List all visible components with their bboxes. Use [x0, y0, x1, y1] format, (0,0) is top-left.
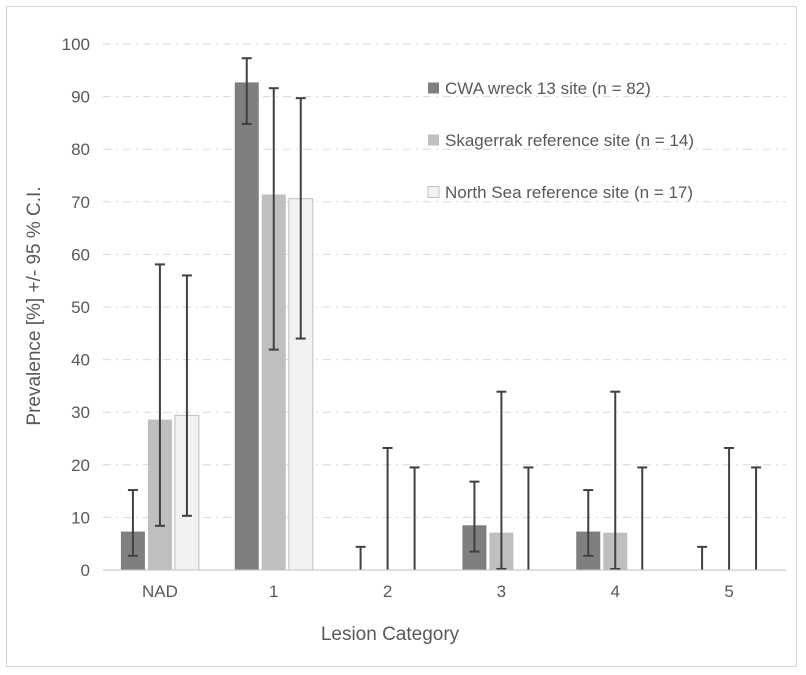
x-axis-tick-labels: NAD 1 2 3 4 5	[142, 582, 734, 601]
legend-swatch-2	[427, 186, 440, 198]
y-tick-label: 90	[71, 88, 90, 107]
y-tick-label: 100	[62, 35, 90, 54]
legend: CWA wreck 13 site (n = 82) Skagerrak refe…	[427, 79, 694, 202]
chart-frame	[6, 6, 797, 667]
y-tick-label: 0	[81, 561, 90, 580]
x-axis-title: Lesion Category	[321, 624, 460, 645]
legend-swatch-1	[428, 134, 439, 146]
gridlines	[103, 43, 786, 518]
legend-label-1: Skagerrak reference site (n = 14)	[445, 131, 694, 150]
x-tick-label: 2	[383, 582, 392, 601]
y-tick-label: 50	[71, 298, 90, 317]
x-tick-label: 4	[611, 582, 620, 601]
bar-1-s0	[234, 82, 259, 570]
legend-label-0: CWA wreck 13 site (n = 82)	[445, 79, 651, 98]
x-tick-label: 5	[724, 582, 733, 601]
y-tick-label: 60	[71, 245, 90, 264]
y-axis-title: Prevalence [%] +/- 95 % C.I.	[24, 186, 45, 425]
legend-swatch-0	[428, 82, 439, 94]
y-tick-label: 80	[71, 140, 90, 159]
legend-label-2: North Sea reference site (n = 17)	[445, 183, 693, 202]
y-tick-label: 20	[71, 456, 90, 475]
y-tick-label: 10	[71, 508, 90, 527]
y-tick-label: 70	[71, 193, 90, 212]
error-bars	[127, 57, 762, 570]
y-axis-tick-labels: 0 10 20 30 40 50 60 70 80 90 100	[62, 35, 90, 580]
bars	[120, 82, 628, 571]
y-tick-label: 40	[71, 351, 90, 370]
x-tick-label: 1	[269, 582, 278, 601]
y-tick-label: 30	[71, 403, 90, 422]
x-tick-label: NAD	[142, 582, 178, 601]
x-tick-label: 3	[497, 582, 506, 601]
